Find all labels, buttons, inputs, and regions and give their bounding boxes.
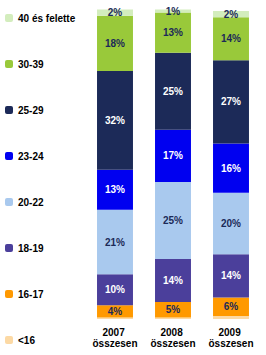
svg-text:32%: 32% (105, 115, 125, 126)
svg-text:21%: 21% (105, 237, 125, 248)
svg-text:2007: 2007 (102, 327, 127, 338)
svg-text:20-22: 20-22 (18, 197, 44, 208)
svg-text:23-24: 23-24 (18, 151, 44, 162)
svg-text:16%: 16% (221, 163, 241, 174)
svg-text:25%: 25% (163, 86, 183, 97)
svg-text:18%: 18% (105, 38, 125, 49)
svg-text:5%: 5% (166, 304, 181, 315)
svg-text:13%: 13% (163, 27, 183, 38)
svg-text:18-19: 18-19 (18, 243, 44, 254)
svg-text:összesen: összesen (208, 338, 253, 349)
svg-text:10%: 10% (105, 284, 125, 295)
svg-text:30-39: 30-39 (18, 59, 44, 70)
svg-text:14%: 14% (221, 33, 241, 44)
svg-text:25%: 25% (163, 215, 183, 226)
svg-text:40 és felette: 40 és felette (18, 13, 76, 24)
svg-text:20%: 20% (221, 218, 241, 229)
svg-text:17%: 17% (163, 150, 183, 161)
svg-text:2008: 2008 (160, 327, 185, 338)
svg-text:1%: 1% (166, 6, 181, 17)
svg-text:összesen: összesen (150, 338, 195, 349)
svg-text:4%: 4% (108, 306, 123, 317)
svg-text:2009: 2009 (218, 327, 243, 338)
svg-text:27%: 27% (221, 96, 241, 107)
svg-text:16-17: 16-17 (18, 289, 44, 300)
svg-text:25-29: 25-29 (18, 105, 44, 116)
svg-text:2%: 2% (108, 7, 123, 18)
svg-text:összesen: összesen (92, 338, 137, 349)
svg-text:14%: 14% (163, 275, 183, 286)
svg-text:6%: 6% (224, 301, 239, 312)
svg-text:<16: <16 (18, 335, 35, 346)
svg-text:13%: 13% (105, 184, 125, 195)
svg-text:14%: 14% (221, 270, 241, 281)
svg-text:2%: 2% (224, 9, 239, 20)
